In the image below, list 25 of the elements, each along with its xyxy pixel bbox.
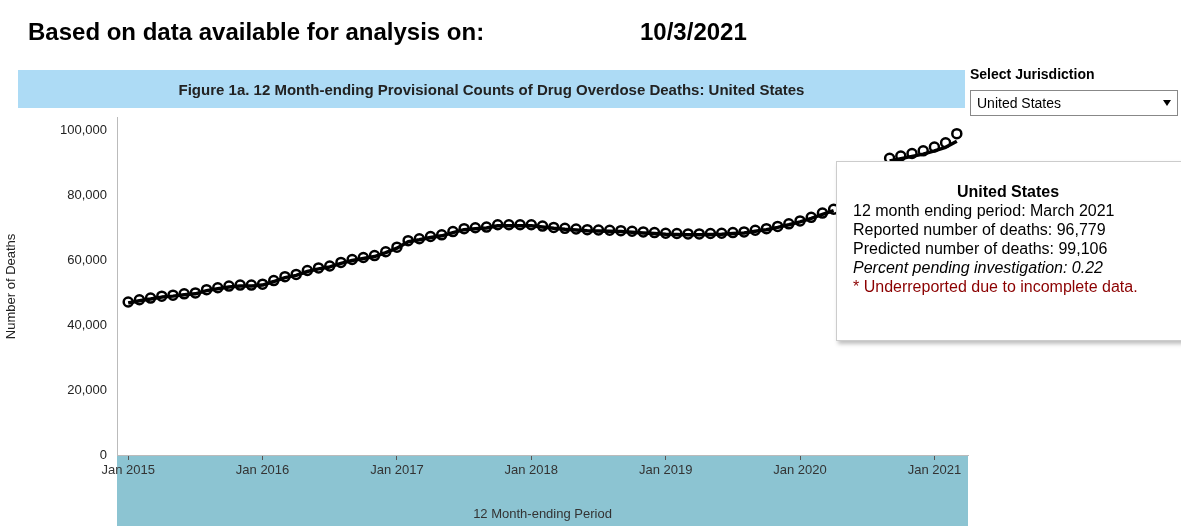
annotation: Reported number of deaths: 96,779 <box>853 220 1107 239</box>
y-tick-label: 40,000 <box>67 316 107 332</box>
x-tick-label: Jan 2021 <box>907 462 962 478</box>
annotation: Percent pending investigation: 0.22 <box>853 258 1104 277</box>
annotation: Predicted number of deaths: 99,106 <box>853 239 1109 258</box>
dropdown: United States <box>970 90 1178 116</box>
text: Based on data available for analysis on: <box>28 18 485 46</box>
y-axis-title: Number of Deaths <box>3 233 19 340</box>
y-tick-label: 60,000 <box>67 252 107 268</box>
y-tick-label: 20,000 <box>67 381 107 397</box>
y-tick-label: 80,000 <box>67 187 107 203</box>
text: 10/3/2021 <box>640 18 747 46</box>
x-tick-label: Jan 2016 <box>235 462 290 478</box>
annotation: United States <box>955 182 1061 201</box>
annotation: 12 month ending period: March 2021 <box>853 201 1116 220</box>
x-tick-label: Jan 2018 <box>504 462 559 478</box>
chart-title: Figure 1a. 12 Month-ending Provisional Counts of Drug Overdose Deaths: United States <box>18 70 965 108</box>
x-tick-label: Jan 2020 <box>773 462 827 478</box>
text: Select Jurisdiction <box>970 66 1095 82</box>
x-axis-title: 12 Month-ending Period <box>473 505 612 521</box>
annotation: * Underreported due to incomplete data. <box>853 277 1139 296</box>
x-tick-label: Jan 2017 <box>370 462 424 478</box>
y-tick-label: 100,000 <box>60 122 107 138</box>
y-tick-label: 0 <box>99 446 107 462</box>
x-tick-label: Jan 2019 <box>638 462 693 478</box>
